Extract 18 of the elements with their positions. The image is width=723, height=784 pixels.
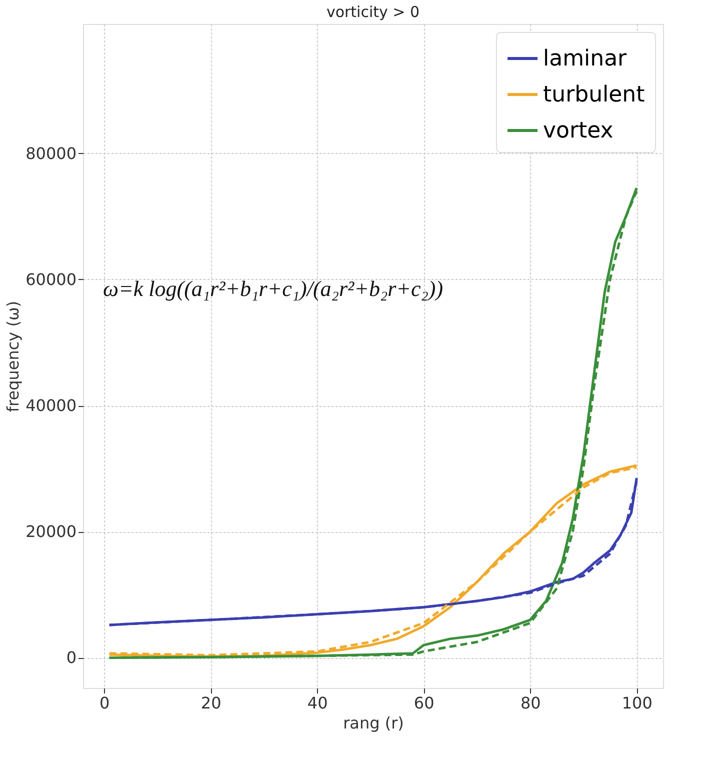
annotation: ω=k log((a₁r²+b₁r+c₁)/(a₂r²+b₂r+c₂))	[103, 276, 444, 301]
legend-label: vortex	[543, 118, 614, 144]
x-tick-label: 80	[520, 694, 541, 712]
legend-label: turbulent	[543, 82, 646, 108]
x-tick-label: 20	[200, 694, 222, 712]
x-axis-title: rang (r)	[343, 714, 404, 732]
x-tick-label: 100	[622, 694, 652, 712]
chart-title: vorticity > 0	[326, 3, 420, 21]
x-tick-label: 60	[414, 694, 434, 712]
y-tick-label: 80000	[26, 144, 76, 163]
y-tick-label: 0	[66, 648, 76, 668]
y-axis-title: frequency (ω)	[4, 300, 23, 412]
x-tick-label: 0	[99, 694, 110, 712]
y-tick-label: 20000	[26, 522, 76, 542]
y-tick-label: 40000	[26, 396, 76, 415]
y-tick-label: 60000	[26, 270, 76, 289]
legend-label: laminar	[543, 46, 628, 72]
x-tick-label: 40	[307, 694, 328, 712]
